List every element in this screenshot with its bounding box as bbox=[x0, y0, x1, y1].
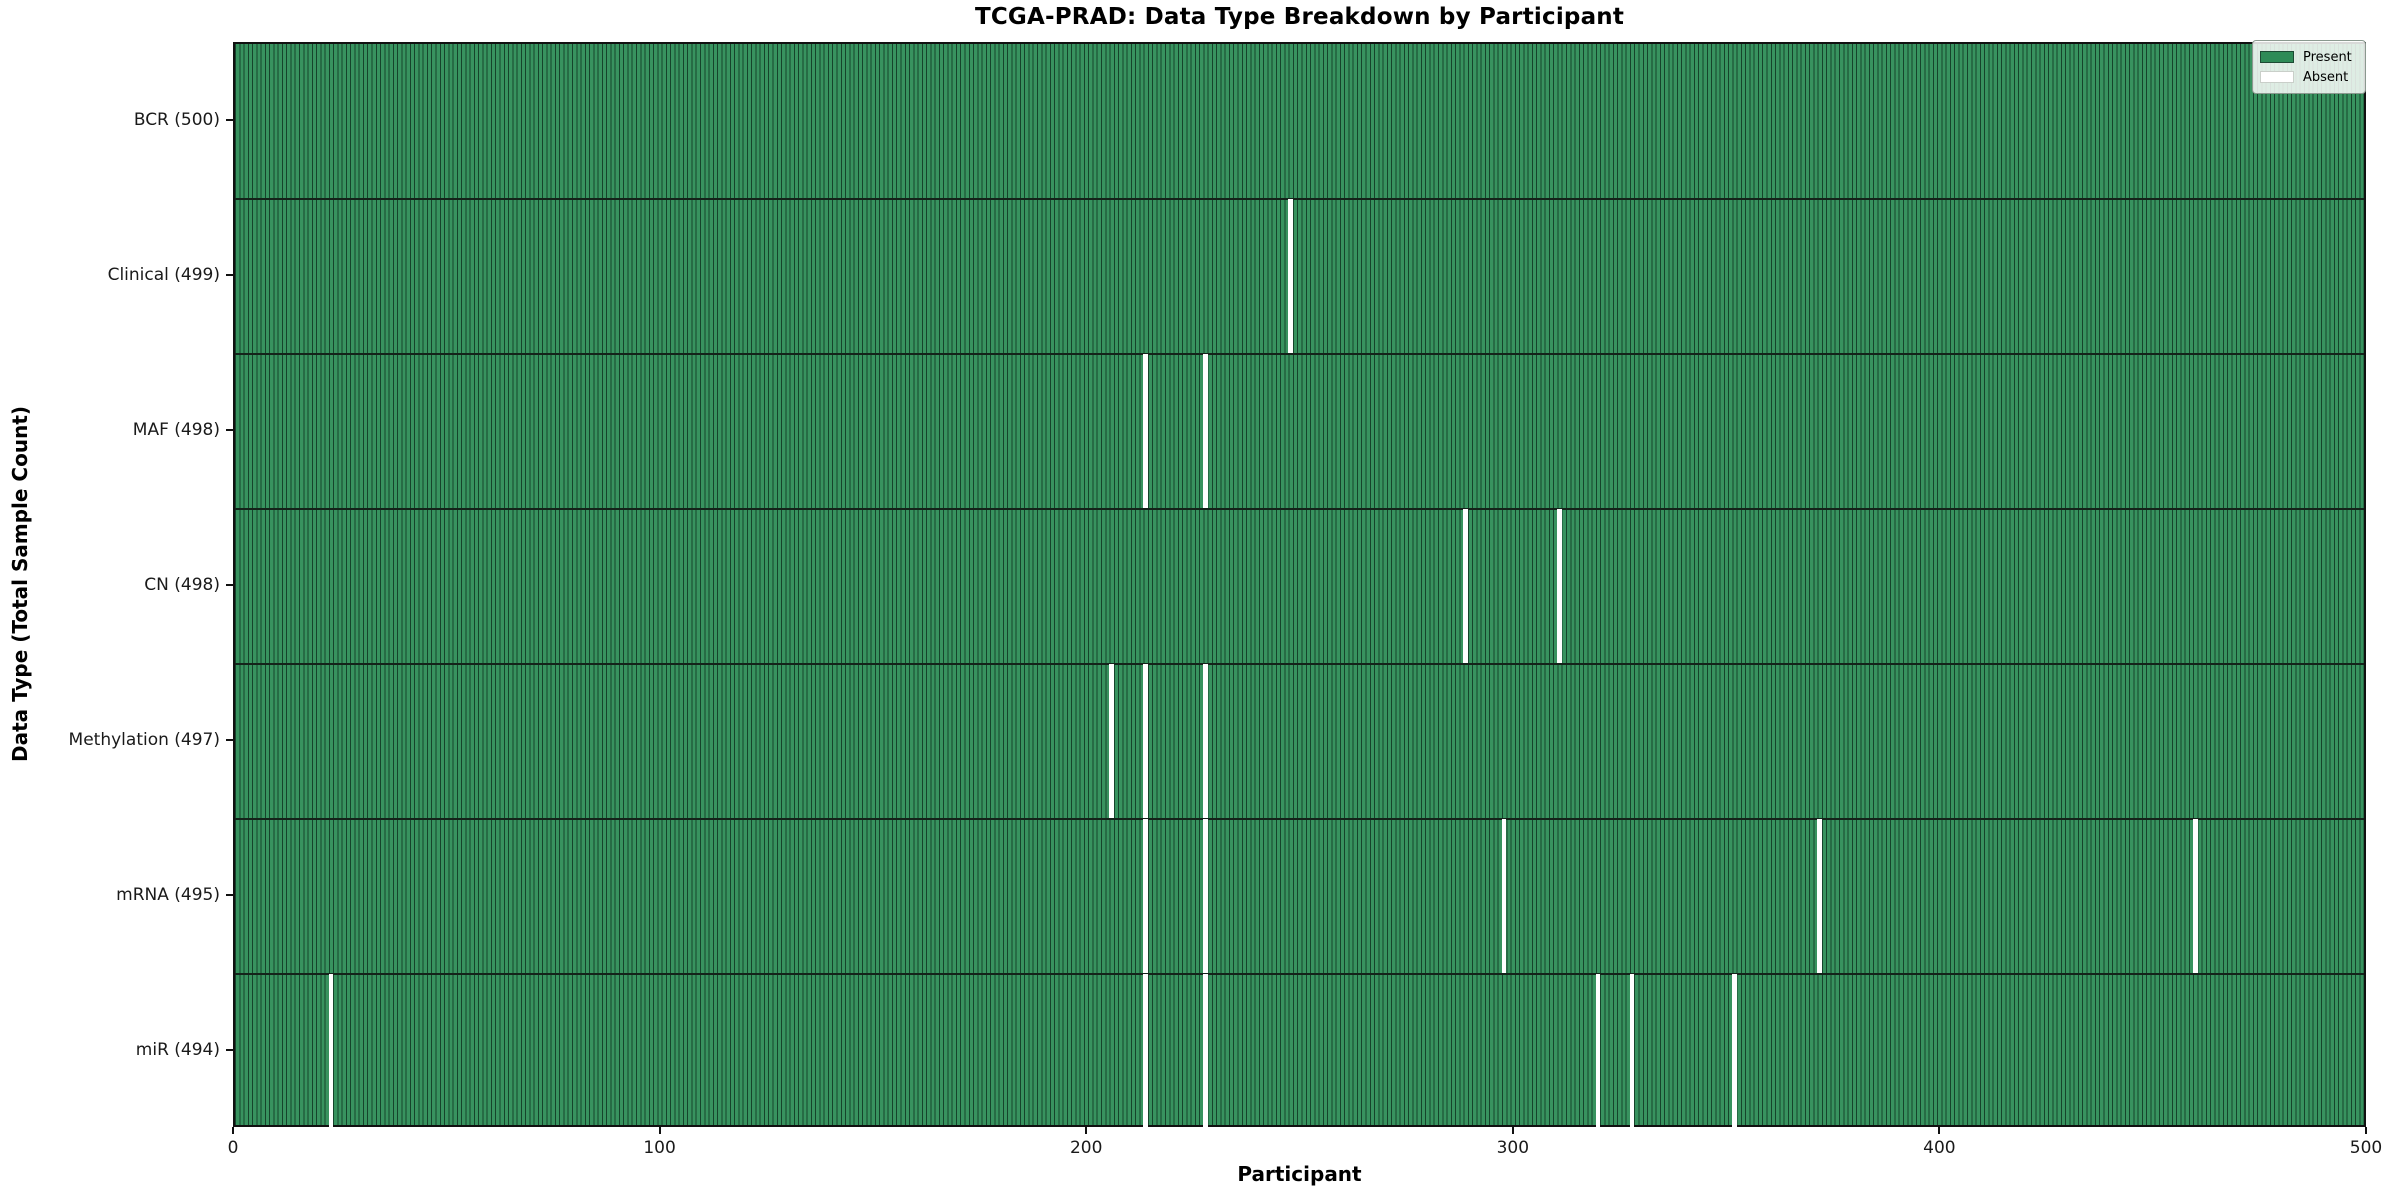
absent-gap-mRNA-297 bbox=[1501, 819, 1507, 974]
x-tick-mark bbox=[1085, 1127, 1088, 1134]
absent-gap-miR-327 bbox=[1629, 974, 1635, 1129]
y-tick-mark bbox=[226, 893, 233, 896]
legend: Present Absent bbox=[2252, 40, 2366, 94]
y-tick-label-CN: CN (498) bbox=[144, 574, 220, 595]
y-tick-label-mRNA: mRNA (495) bbox=[116, 884, 220, 905]
present-swatch-icon bbox=[2260, 51, 2294, 63]
legend-label-present: Present bbox=[2303, 49, 2352, 65]
x-tick-mark bbox=[658, 1127, 661, 1134]
row-separator bbox=[235, 198, 2364, 200]
y-tick-label-miR: miR (494) bbox=[135, 1039, 220, 1060]
x-axis-label: Participant bbox=[1237, 1162, 1362, 1186]
row-separator bbox=[235, 818, 2364, 820]
absent-gap-miR-351 bbox=[1732, 974, 1737, 1129]
x-tick-label: 500 bbox=[2349, 1138, 2383, 1158]
absent-gap-miR-213 bbox=[1143, 974, 1149, 1129]
x-tick-mark bbox=[232, 1127, 234, 1134]
absent-gap-MAF-227 bbox=[1203, 354, 1208, 509]
y-tick-mark bbox=[226, 583, 233, 586]
y-tick-label-Clinical: Clinical (499) bbox=[107, 264, 220, 285]
y-tick-mark bbox=[226, 118, 233, 121]
y-tick-mark bbox=[226, 273, 233, 276]
x-tick-label: 300 bbox=[1496, 1138, 1530, 1158]
x-tick-label: 200 bbox=[1069, 1138, 1103, 1158]
absent-gap-mRNA-213 bbox=[1143, 819, 1149, 974]
x-tick-label: 0 bbox=[227, 1138, 239, 1158]
absent-gap-Clinical-247 bbox=[1288, 199, 1294, 354]
y-tick-mark bbox=[226, 1048, 233, 1051]
y-tick-label-MAF: MAF (498) bbox=[132, 419, 220, 440]
row-separator bbox=[235, 973, 2364, 975]
absent-gap-Methylation-227 bbox=[1203, 664, 1208, 819]
y-tick-mark bbox=[226, 738, 233, 741]
chart-title: TCGA-PRAD: Data Type Breakdown by Partic… bbox=[974, 4, 1625, 30]
absent-gap-miR-319 bbox=[1595, 974, 1601, 1129]
absent-swatch-icon bbox=[2260, 71, 2294, 83]
x-tick-label: 100 bbox=[643, 1138, 676, 1158]
absent-gap-CN-288 bbox=[1463, 509, 1469, 664]
absent-gap-miR-22 bbox=[328, 974, 334, 1129]
y-tick-label-BCR: BCR (500) bbox=[133, 109, 220, 130]
row-separator bbox=[235, 663, 2364, 665]
x-tick-mark bbox=[1938, 1127, 1941, 1134]
legend-label-absent: Absent bbox=[2303, 69, 2349, 85]
absent-gap-mRNA-459 bbox=[2192, 819, 2198, 974]
row-separator bbox=[235, 353, 2364, 355]
legend-entry-absent: Absent bbox=[2260, 67, 2357, 87]
legend-entry-present: Present bbox=[2260, 47, 2357, 67]
row-separator bbox=[235, 508, 2364, 510]
absent-gap-mRNA-371 bbox=[1817, 819, 1823, 974]
absent-gap-Methylation-205 bbox=[1109, 664, 1115, 819]
x-tick-mark bbox=[2365, 1127, 2367, 1134]
plot-area bbox=[233, 42, 2366, 1129]
y-tick-mark bbox=[226, 428, 233, 431]
absent-gap-miR-227 bbox=[1203, 974, 1208, 1129]
x-tick-label: 400 bbox=[1923, 1138, 1956, 1158]
x-tick-mark bbox=[1511, 1127, 1514, 1134]
absent-gap-CN-310 bbox=[1557, 509, 1562, 664]
absent-gap-mRNA-227 bbox=[1203, 819, 1208, 974]
absent-gap-Methylation-213 bbox=[1143, 664, 1149, 819]
y-tick-label-Methylation: Methylation (497) bbox=[68, 729, 220, 750]
absent-gap-MAF-213 bbox=[1143, 354, 1149, 509]
